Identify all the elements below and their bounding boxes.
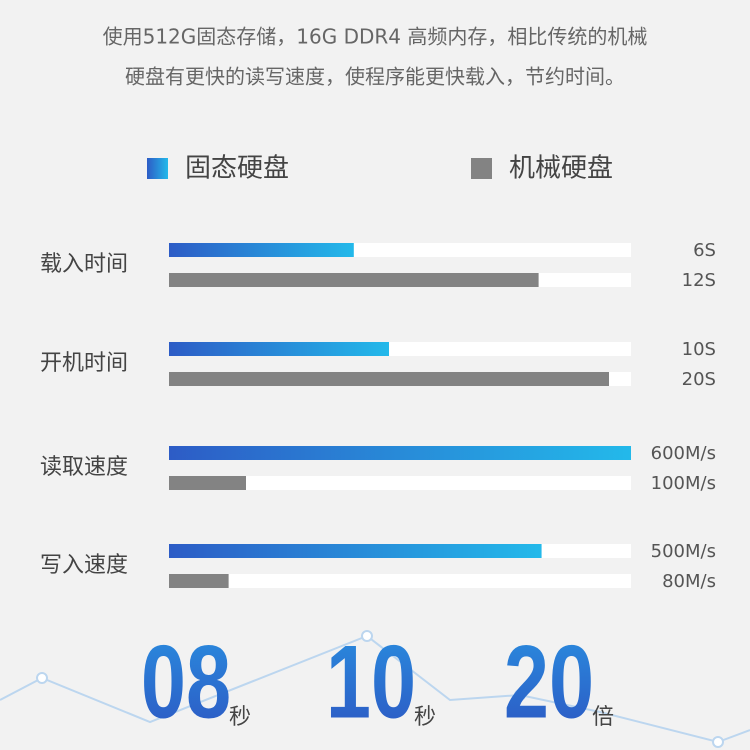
big-number: 08	[141, 624, 231, 740]
bar	[169, 446, 631, 460]
big-number: 20	[504, 624, 594, 740]
big-number: 10	[326, 624, 416, 740]
category-label: 载入时间	[40, 252, 128, 277]
category-label: 开机时间	[40, 351, 128, 376]
bar	[169, 372, 609, 386]
big-unit: 倍	[592, 705, 614, 730]
bar-track	[169, 574, 631, 588]
value-label: 600M/s	[651, 443, 716, 464]
bar-track	[169, 476, 631, 490]
description: 使用512G固态存储，16G DDR4 高频内存，相比传统的机械	[103, 25, 648, 49]
legend-label: 固态硬盘	[185, 154, 289, 184]
bar	[169, 476, 246, 490]
bar	[169, 544, 542, 558]
bar	[169, 574, 229, 588]
bar	[169, 273, 539, 287]
category-label: 写入速度	[40, 553, 128, 578]
value-label: 100M/s	[651, 473, 716, 494]
legend-swatch	[471, 158, 492, 179]
description: 硬盘有更快的读写速度，使程序能更快载入，节约时间。	[125, 65, 625, 89]
value-label: 12S	[682, 270, 716, 291]
bar	[169, 342, 389, 356]
decoration	[0, 630, 750, 748]
bar	[169, 243, 354, 257]
legend-swatch	[147, 158, 168, 179]
value-label: 80M/s	[662, 571, 716, 592]
big-unit: 秒	[229, 705, 251, 730]
value-label: 6S	[693, 240, 716, 261]
value-label: 500M/s	[651, 541, 716, 562]
value-label: 10S	[682, 339, 716, 360]
value-label: 20S	[682, 369, 716, 390]
category-label: 读取速度	[40, 455, 128, 480]
legend-label: 机械硬盘	[509, 154, 613, 184]
big-unit: 秒	[414, 705, 436, 730]
